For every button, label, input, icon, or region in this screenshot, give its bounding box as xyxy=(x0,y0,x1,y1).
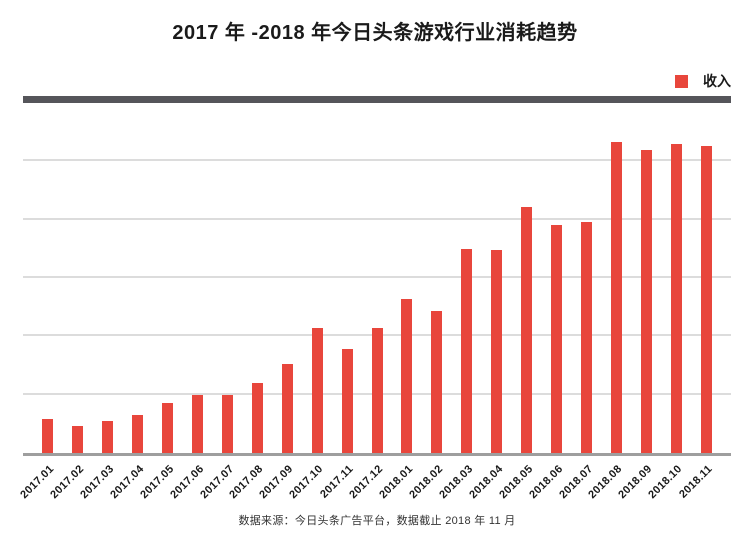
bar-2017.08 xyxy=(251,383,263,453)
bar-2018.07 xyxy=(580,222,592,453)
bar-2018.01 xyxy=(401,299,413,453)
bar-chart: 2017.01 2017.02 2017.03 2017.04 2017.05 2017.… xyxy=(18,96,731,514)
bar-2018.10 xyxy=(670,143,682,453)
bar-2017.01 xyxy=(42,419,54,453)
bar-2017.12 xyxy=(371,328,383,453)
bar-2017.06 xyxy=(192,394,204,453)
bar-2017.05 xyxy=(162,402,174,453)
bar-2017.11 xyxy=(341,349,353,453)
legend-label: 收入 xyxy=(703,73,731,89)
source-note: 数据来源：今日头条广告平台，数据截止 2018 年 11 月 xyxy=(238,515,516,527)
bar-2018.11 xyxy=(700,146,712,453)
bar-2018.04 xyxy=(491,250,503,453)
bar-2018.06 xyxy=(550,224,562,453)
bar-2017.03 xyxy=(102,420,114,453)
chart-title: 2017 年 -2018 年今日头条游戏行业消耗趋势 xyxy=(172,22,578,44)
legend-color-swatch xyxy=(675,74,688,88)
gridline xyxy=(23,159,731,162)
legend: 收入 xyxy=(675,71,731,91)
bar-2017.04 xyxy=(132,415,144,453)
bar-2017.07 xyxy=(221,394,233,453)
x-axis-line xyxy=(23,453,731,456)
x-axis-labels: 2017.01 2017.02 2017.03 2017.04 2017.05 2017.… xyxy=(18,456,731,514)
bar-2018.08 xyxy=(610,142,622,453)
bar-2018.05 xyxy=(521,206,533,453)
bar-2017.02 xyxy=(72,426,84,453)
bar-2017.10 xyxy=(311,328,323,453)
bar-2018.09 xyxy=(640,149,652,453)
bar-2017.09 xyxy=(281,363,293,453)
x-tick-label: 2018.11 xyxy=(676,463,715,501)
gridline xyxy=(23,276,731,278)
bar-2018.03 xyxy=(461,248,473,453)
plot-area xyxy=(23,103,731,453)
gridline xyxy=(23,217,731,220)
top-accent-bar xyxy=(23,96,731,103)
bar-2018.02 xyxy=(431,310,443,453)
